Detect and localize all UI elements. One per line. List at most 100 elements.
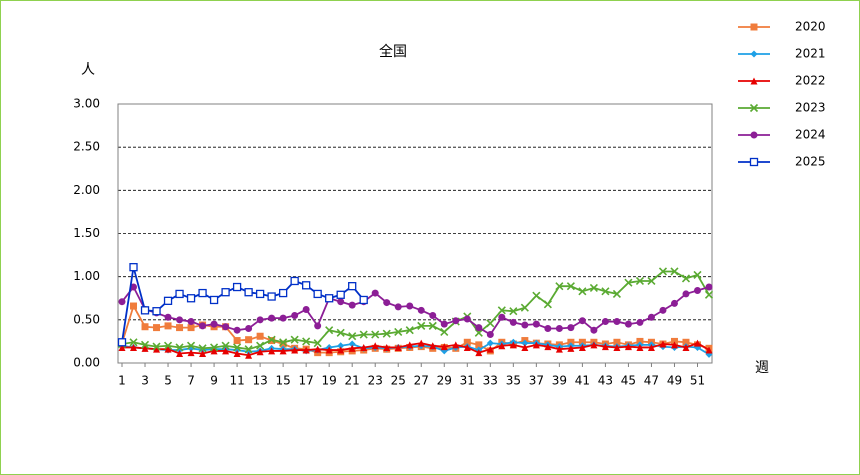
x-tick-label: 21 <box>345 374 360 388</box>
marker <box>578 287 587 296</box>
marker <box>290 335 299 344</box>
legend-label: 2024 <box>795 128 826 142</box>
marker <box>244 345 253 354</box>
marker <box>210 343 219 352</box>
marker <box>567 324 575 332</box>
x-tick-label: 17 <box>299 374 314 388</box>
marker <box>417 339 425 347</box>
marker <box>256 341 265 350</box>
marker <box>325 326 334 335</box>
marker <box>659 340 667 348</box>
marker <box>117 338 127 347</box>
marker <box>176 350 184 358</box>
marker <box>532 341 540 349</box>
marker <box>682 343 690 351</box>
marker <box>532 320 540 328</box>
marker <box>406 302 414 310</box>
marker <box>302 337 311 346</box>
marker <box>210 347 218 355</box>
marker <box>187 324 195 332</box>
marker <box>302 346 310 354</box>
marker <box>693 339 701 347</box>
marker <box>129 263 138 272</box>
marker <box>601 318 609 326</box>
marker <box>245 336 253 344</box>
marker <box>233 337 241 345</box>
marker <box>141 323 149 331</box>
marker <box>659 306 667 314</box>
y-tick-label: 2.00 <box>73 183 100 197</box>
marker <box>509 307 518 316</box>
marker <box>176 324 184 332</box>
marker <box>313 339 322 348</box>
marker <box>578 343 586 351</box>
marker <box>509 318 517 326</box>
x-tick-label: 49 <box>667 374 682 388</box>
marker <box>682 290 690 298</box>
marker <box>613 338 621 346</box>
x-tick-label: 39 <box>552 374 567 388</box>
marker <box>475 341 483 349</box>
marker <box>302 281 311 290</box>
y-tick-label: 2.50 <box>73 140 100 154</box>
marker <box>337 346 345 354</box>
marker <box>394 303 402 311</box>
marker <box>348 301 356 309</box>
y-tick-label: 3.00 <box>73 97 100 111</box>
marker <box>670 341 678 349</box>
marker <box>325 294 334 303</box>
marker <box>405 326 414 335</box>
marker <box>198 288 207 298</box>
marker <box>245 351 253 359</box>
marker <box>452 341 460 349</box>
x-tick-label: 23 <box>368 374 383 388</box>
x-tick-label: 35 <box>506 374 521 388</box>
x-tick-label: 3 <box>141 374 149 388</box>
marker <box>359 330 368 339</box>
marker <box>302 305 310 313</box>
marker <box>532 291 541 300</box>
marker <box>163 296 173 305</box>
marker <box>198 344 207 353</box>
marker <box>118 298 126 306</box>
marker <box>336 328 345 337</box>
marker <box>670 299 678 307</box>
marker <box>612 289 621 298</box>
marker <box>244 288 253 297</box>
marker <box>382 329 391 338</box>
marker <box>129 338 138 347</box>
marker <box>429 312 437 320</box>
marker <box>337 298 345 306</box>
marker <box>313 289 322 299</box>
marker <box>199 322 207 330</box>
marker <box>187 349 195 357</box>
marker <box>705 346 713 354</box>
marker <box>670 267 679 276</box>
marker <box>245 324 253 332</box>
marker <box>509 341 517 349</box>
marker <box>130 302 138 310</box>
marker <box>636 343 644 351</box>
marker <box>199 350 207 358</box>
marker <box>360 343 368 351</box>
legend-label: 2023 <box>795 101 826 115</box>
x-tick-label: 11 <box>229 374 244 388</box>
legend-label: 2021 <box>795 47 826 61</box>
marker <box>175 343 184 352</box>
marker <box>187 318 195 326</box>
x-tick-label: 15 <box>275 374 290 388</box>
marker <box>152 342 161 351</box>
series-line <box>121 285 710 336</box>
marker <box>635 276 645 286</box>
marker <box>268 314 276 322</box>
x-tick-label: 37 <box>529 374 544 388</box>
y-axis-label: 人 <box>81 62 95 78</box>
marker <box>371 342 379 350</box>
marker <box>486 319 495 328</box>
marker <box>647 343 655 351</box>
marker <box>613 318 621 326</box>
marker <box>705 283 713 291</box>
marker <box>543 300 552 309</box>
marker <box>440 343 448 351</box>
